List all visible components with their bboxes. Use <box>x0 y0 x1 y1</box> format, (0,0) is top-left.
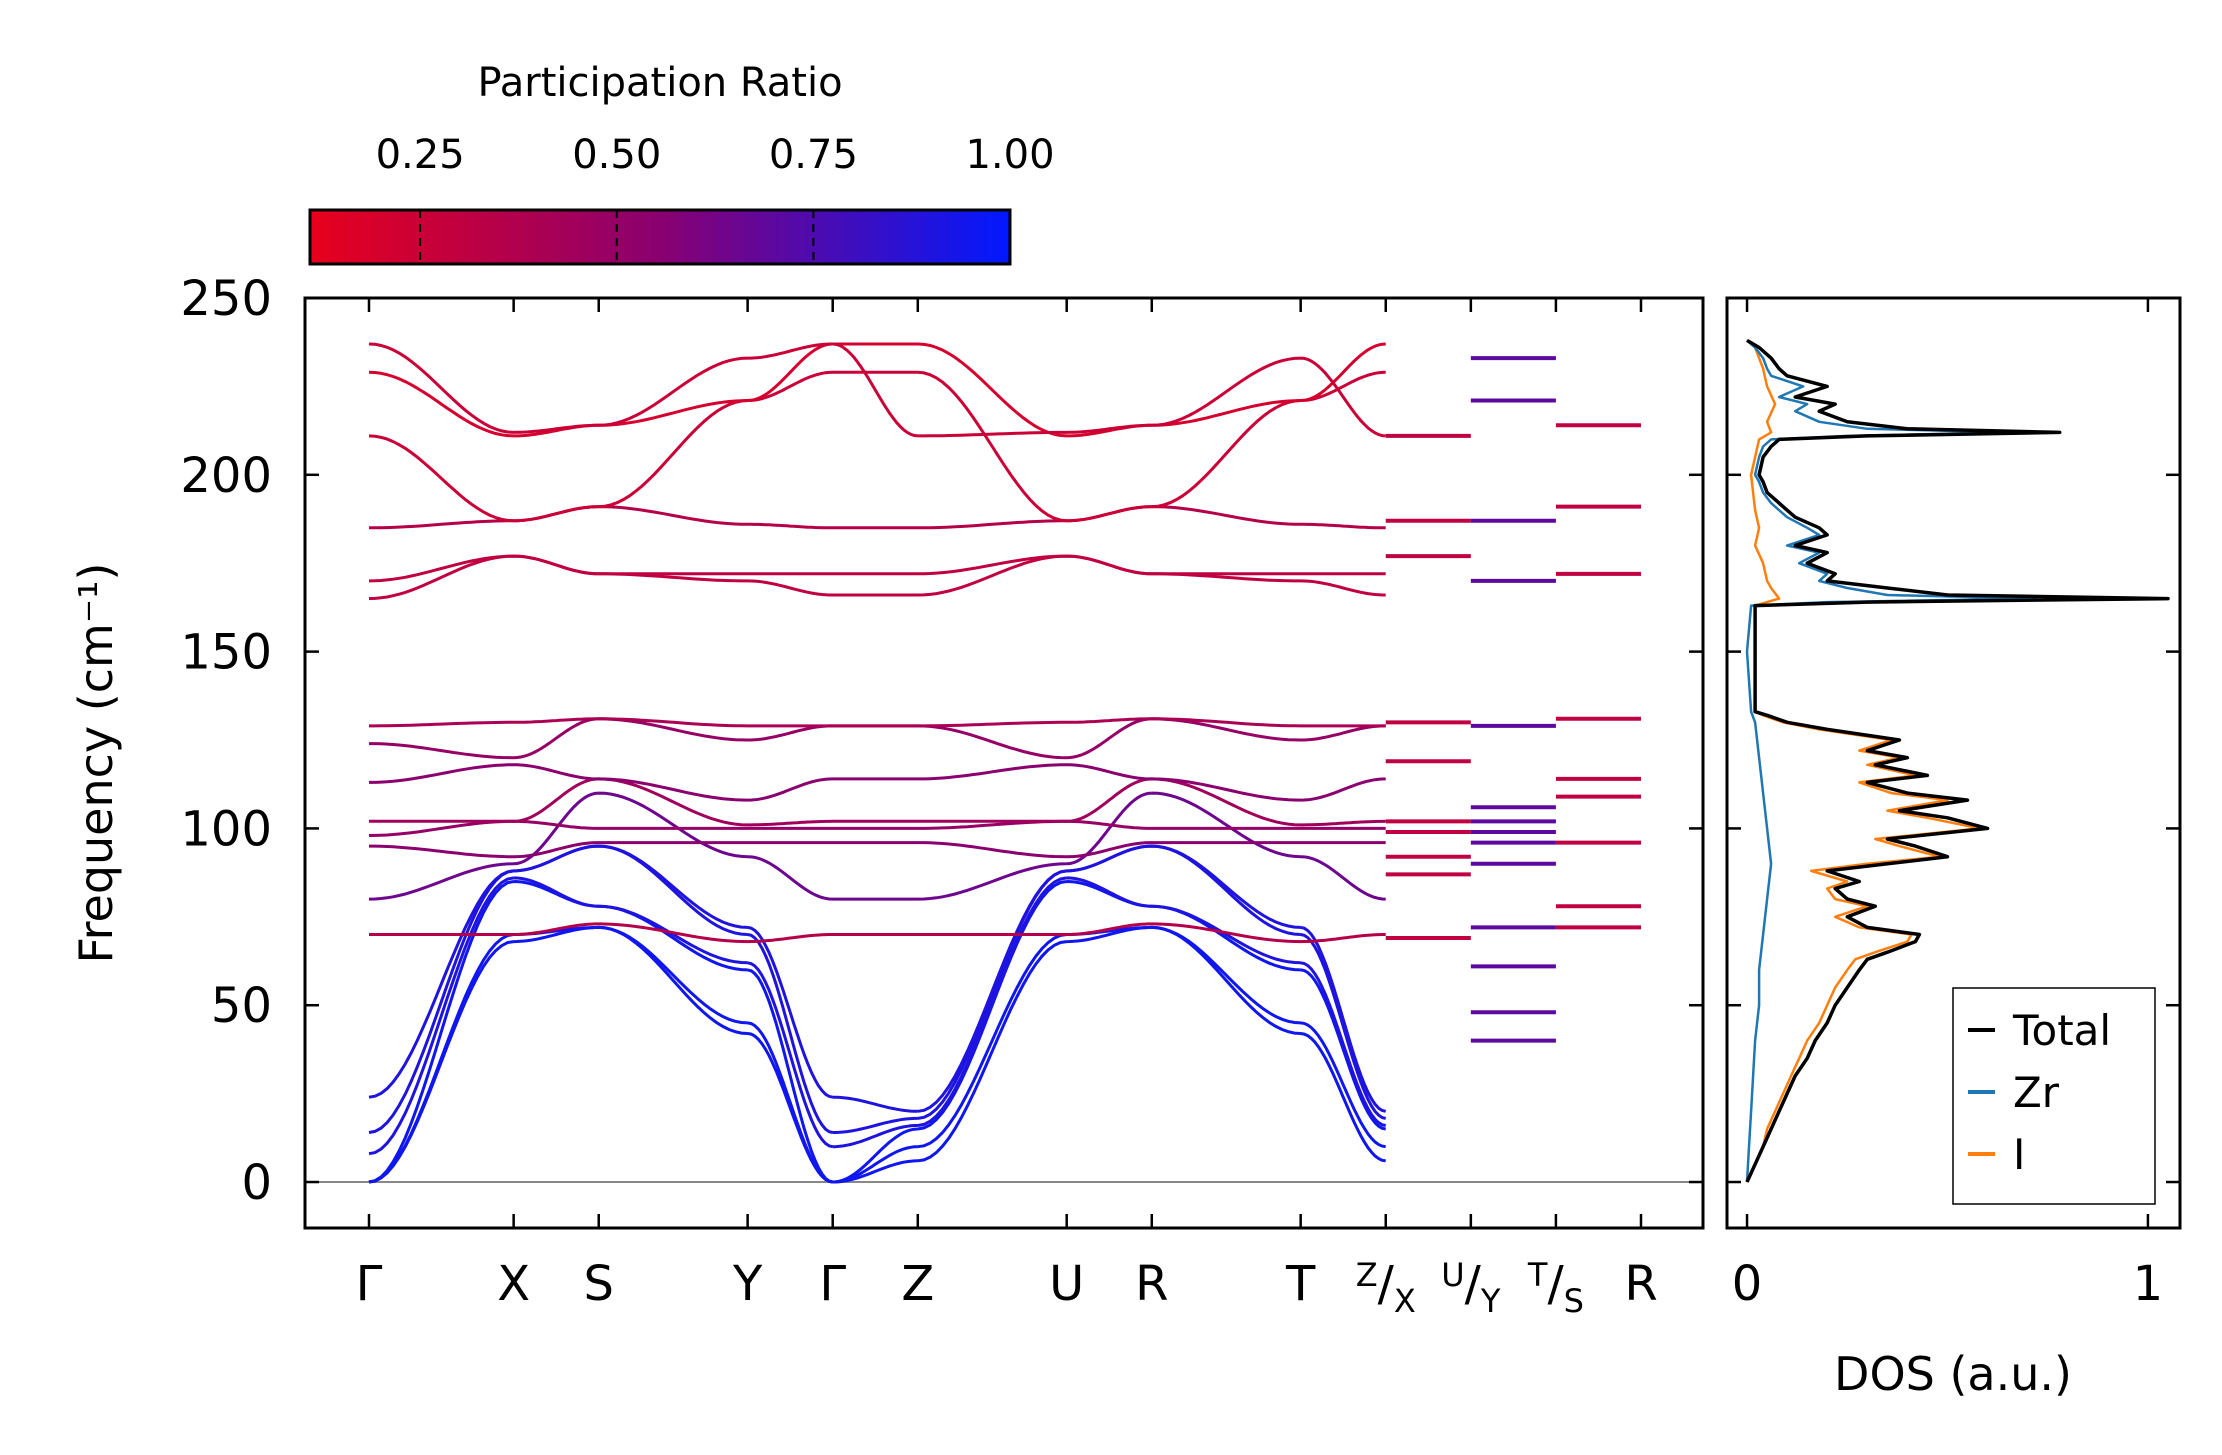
dos-axes-frame <box>1725 296 2182 1230</box>
band-axes-frame <box>303 296 1705 1230</box>
band-line <box>368 554 1386 601</box>
band-line <box>368 880 1386 1184</box>
k-point-label: S <box>583 1256 613 1312</box>
band-line <box>368 925 1386 1184</box>
band-line <box>368 844 1387 1113</box>
band-line <box>368 791 1386 901</box>
k-point-label: Γ <box>819 1256 846 1312</box>
k-point-label: T/S <box>1527 1256 1584 1320</box>
k-point-label: U <box>1049 1256 1084 1312</box>
band-line <box>369 841 1386 859</box>
y-tick-label: 0 <box>241 1155 272 1211</box>
k-point-label: Γ <box>356 1256 383 1312</box>
dos-legend: Total Zr I <box>1952 987 2156 1205</box>
dos-curve-total <box>1745 338 2170 1183</box>
dos-curve-i <box>1745 339 1981 1183</box>
band-line <box>369 717 1386 728</box>
k-point-label: R <box>1135 1256 1168 1312</box>
k-point-label: Y <box>732 1256 763 1312</box>
colorbar: Participation Ratio 0.25 0.50 0.75 1.00 <box>308 60 1055 266</box>
band-line <box>368 876 1386 1156</box>
k-point-label: Z <box>901 1256 934 1312</box>
dos-x-tick-label: 0 <box>1732 1256 1763 1312</box>
y-tick-label: 100 <box>180 801 272 857</box>
band-line <box>369 777 1386 827</box>
y-tick-label: 250 <box>180 271 272 327</box>
y-tick-label: 200 <box>180 448 272 504</box>
band-line <box>368 342 1386 438</box>
legend-label: Zr <box>2013 1068 2060 1117</box>
dos-xlabel: DOS (a.u.) <box>1834 1347 2072 1401</box>
colorbar-tick-label: 0.50 <box>572 132 661 178</box>
legend-frame <box>1952 987 2156 1205</box>
k-point-label: T <box>1285 1256 1316 1312</box>
k-point-label: R <box>1624 1256 1657 1312</box>
colorbar-gradient <box>308 208 1012 266</box>
band-line <box>368 819 1386 837</box>
k-point-label: Z/X <box>1356 1256 1416 1320</box>
band-line <box>369 922 1386 944</box>
band-line <box>369 763 1386 802</box>
k-point-label: U/Y <box>1441 1256 1501 1320</box>
band-line <box>368 554 1386 583</box>
band-line <box>368 925 1386 1184</box>
k-point-label: X <box>497 1256 530 1312</box>
colorbar-tick-label: 0.75 <box>769 132 858 178</box>
dos-panel: 0 1 DOS (a.u.) Total Zr I <box>1725 296 2182 1401</box>
legend-label: I <box>2013 1130 2025 1179</box>
colorbar-title: Participation Ratio <box>477 60 842 106</box>
colorbar-tick-label: 1.00 <box>965 132 1054 178</box>
dos-x-tick-label: 1 <box>2133 1256 2164 1312</box>
band-line <box>368 342 1386 438</box>
colorbar-tick-label: 0.25 <box>376 132 465 178</box>
y-tick-label: 50 <box>211 978 272 1034</box>
band-line <box>369 505 1386 530</box>
y-tick-label: 150 <box>180 625 272 681</box>
band-line <box>368 370 1386 523</box>
band-ylabel: Frequency (cm⁻¹) <box>69 563 123 964</box>
legend-label: Total <box>2012 1006 2111 1055</box>
